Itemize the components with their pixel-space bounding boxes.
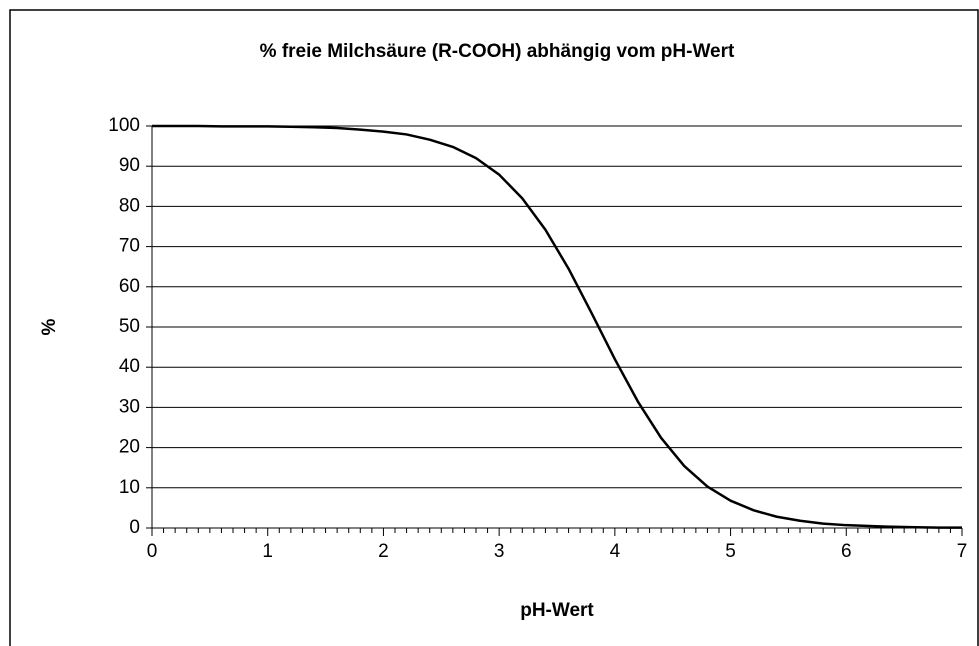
- y-tick-label: 0: [129, 517, 140, 538]
- y-tick-label: 70: [119, 236, 140, 257]
- y-tick-label: 100: [108, 115, 140, 136]
- y-tick-label: 80: [119, 195, 140, 216]
- x-tick-label: 6: [841, 541, 852, 562]
- y-tick-label: 60: [119, 276, 140, 297]
- x-tick-label: 2: [378, 541, 389, 562]
- x-tick-label: 4: [610, 541, 621, 562]
- x-tick-label: 1: [262, 541, 273, 562]
- y-tick-label: 30: [119, 396, 140, 417]
- chart-frame: [9, 9, 979, 646]
- x-tick-label: 0: [147, 541, 158, 562]
- y-tick-label: 40: [119, 356, 140, 377]
- data-line: [152, 124, 962, 529]
- chart-title: % freie Milchsäure (R-COOH) abhängig vom…: [260, 41, 735, 62]
- x-axis-label: pH-Wert: [520, 600, 594, 621]
- x-tick-label: 5: [725, 541, 736, 562]
- y-tick-label: 50: [119, 316, 140, 337]
- y-axis-label: %: [39, 318, 60, 335]
- y-tick-label: 10: [119, 477, 140, 498]
- x-tick-label: 3: [494, 541, 505, 562]
- y-tick-label: 90: [119, 155, 140, 176]
- x-tick-label: 7: [957, 541, 968, 562]
- y-tick-label: 20: [119, 437, 140, 458]
